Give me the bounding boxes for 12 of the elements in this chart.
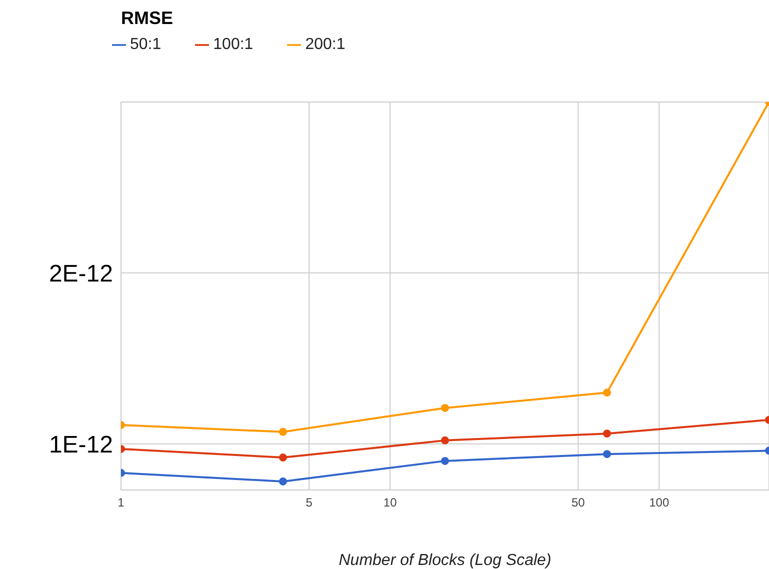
x-tick-label: 5 <box>306 496 313 510</box>
legend-label: 100:1 <box>213 36 254 53</box>
legend-label: 50:1 <box>130 36 162 53</box>
legend-label: 200:1 <box>305 36 346 53</box>
x-tick-label: 100 <box>649 496 670 510</box>
y-tick-label: 2E-12 <box>48 260 113 288</box>
x-tick-label: 50 <box>571 496 586 510</box>
x-tick-label: 1 <box>118 496 125 510</box>
y-tick-label: 1E-12 <box>48 431 113 458</box>
chart-title: RMSE <box>121 8 174 29</box>
x-axis-title: Number of Blocks (Log Scale) <box>338 552 552 569</box>
x-tick-label: 10 <box>383 496 398 510</box>
